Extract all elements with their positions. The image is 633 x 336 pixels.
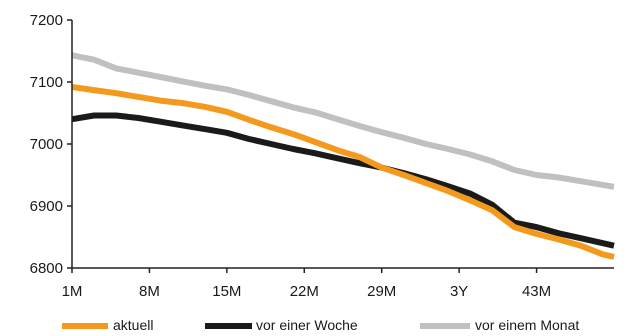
x-tick-label: 43M bbox=[522, 283, 551, 300]
axes-layer: 6800 6900 7000 7100 7200 1M 8M 15M 22M 29M 3Y 43M bbox=[30, 12, 614, 300]
series-line-3 bbox=[71, 52, 615, 190]
series-line-2 bbox=[71, 112, 615, 249]
series-line-1 bbox=[71, 84, 615, 260]
y-tick-label: 7000 bbox=[30, 136, 63, 153]
legend-label: vor einer Woche bbox=[256, 317, 358, 333]
legend-label: aktuell bbox=[113, 317, 153, 333]
legend: aktuell vor einer Woche vor einem Monat bbox=[62, 317, 579, 333]
x-tick-label: 8M bbox=[139, 283, 160, 300]
x-tick-label: 3Y bbox=[450, 283, 468, 300]
y-tick-label: 7100 bbox=[30, 74, 63, 91]
x-tick-label: 29M bbox=[367, 283, 396, 300]
x-tick-label: 1M bbox=[62, 283, 83, 300]
x-tick-label: 15M bbox=[212, 283, 241, 300]
y-tick-label: 6800 bbox=[30, 260, 63, 277]
y-tick-label: 6900 bbox=[30, 198, 63, 215]
series-layer bbox=[71, 52, 615, 260]
y-tick-label: 7200 bbox=[30, 12, 63, 29]
legend-label: vor einem Monat bbox=[475, 317, 579, 333]
x-tick-label: 22M bbox=[290, 283, 319, 300]
